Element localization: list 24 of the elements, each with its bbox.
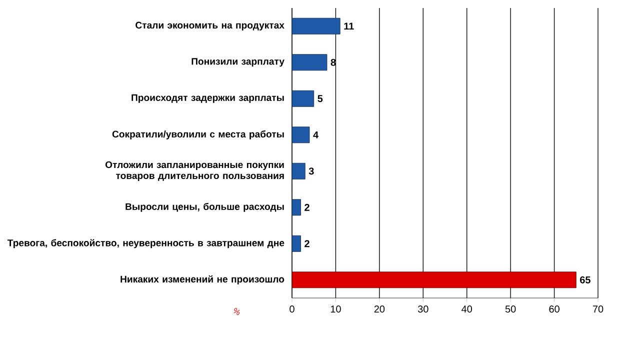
data-label: 5	[318, 95, 323, 102]
data-label: 2	[304, 240, 310, 248]
x-tick-label: 40	[462, 306, 472, 313]
y-tick-label: Сократили/уволили с места работы	[112, 130, 284, 140]
data-label: 11	[344, 22, 354, 30]
y-tick-label: Стали экономить на продуктах	[136, 22, 284, 30]
data-label: 65	[580, 276, 590, 284]
data-label: 8	[330, 58, 336, 66]
x-tick-label: 30	[418, 306, 428, 313]
y-tick-label: Понизили зарплату	[192, 58, 284, 67]
x-tick-label: 50	[505, 306, 516, 313]
y-tick-label: Выросли цены, больше расходы	[126, 202, 284, 212]
y-tick-label: Отложили запланированные покупки товаров длительного пользования	[105, 161, 284, 181]
x-tick-label: 10	[330, 306, 341, 313]
x-tick-label: 20	[374, 306, 385, 313]
x-tick-label: 0	[290, 306, 294, 313]
data-label: 3	[308, 168, 314, 175]
y-tick-label: Тревога, беспокойство, неуверенность в завтрашнем дне	[7, 239, 284, 248]
data-label: 4	[313, 131, 318, 138]
y-tick-label: Никаких изменений не произошло	[120, 275, 284, 284]
x-tick-label: 70	[592, 306, 604, 313]
y-tick-label: Происходят задержки зарплаты	[132, 94, 284, 103]
data-label: 2	[304, 204, 310, 211]
x-tick-label: 60	[549, 306, 560, 313]
